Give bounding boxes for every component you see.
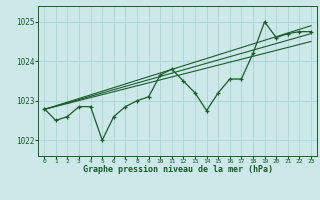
X-axis label: Graphe pression niveau de la mer (hPa): Graphe pression niveau de la mer (hPa) [83, 165, 273, 174]
